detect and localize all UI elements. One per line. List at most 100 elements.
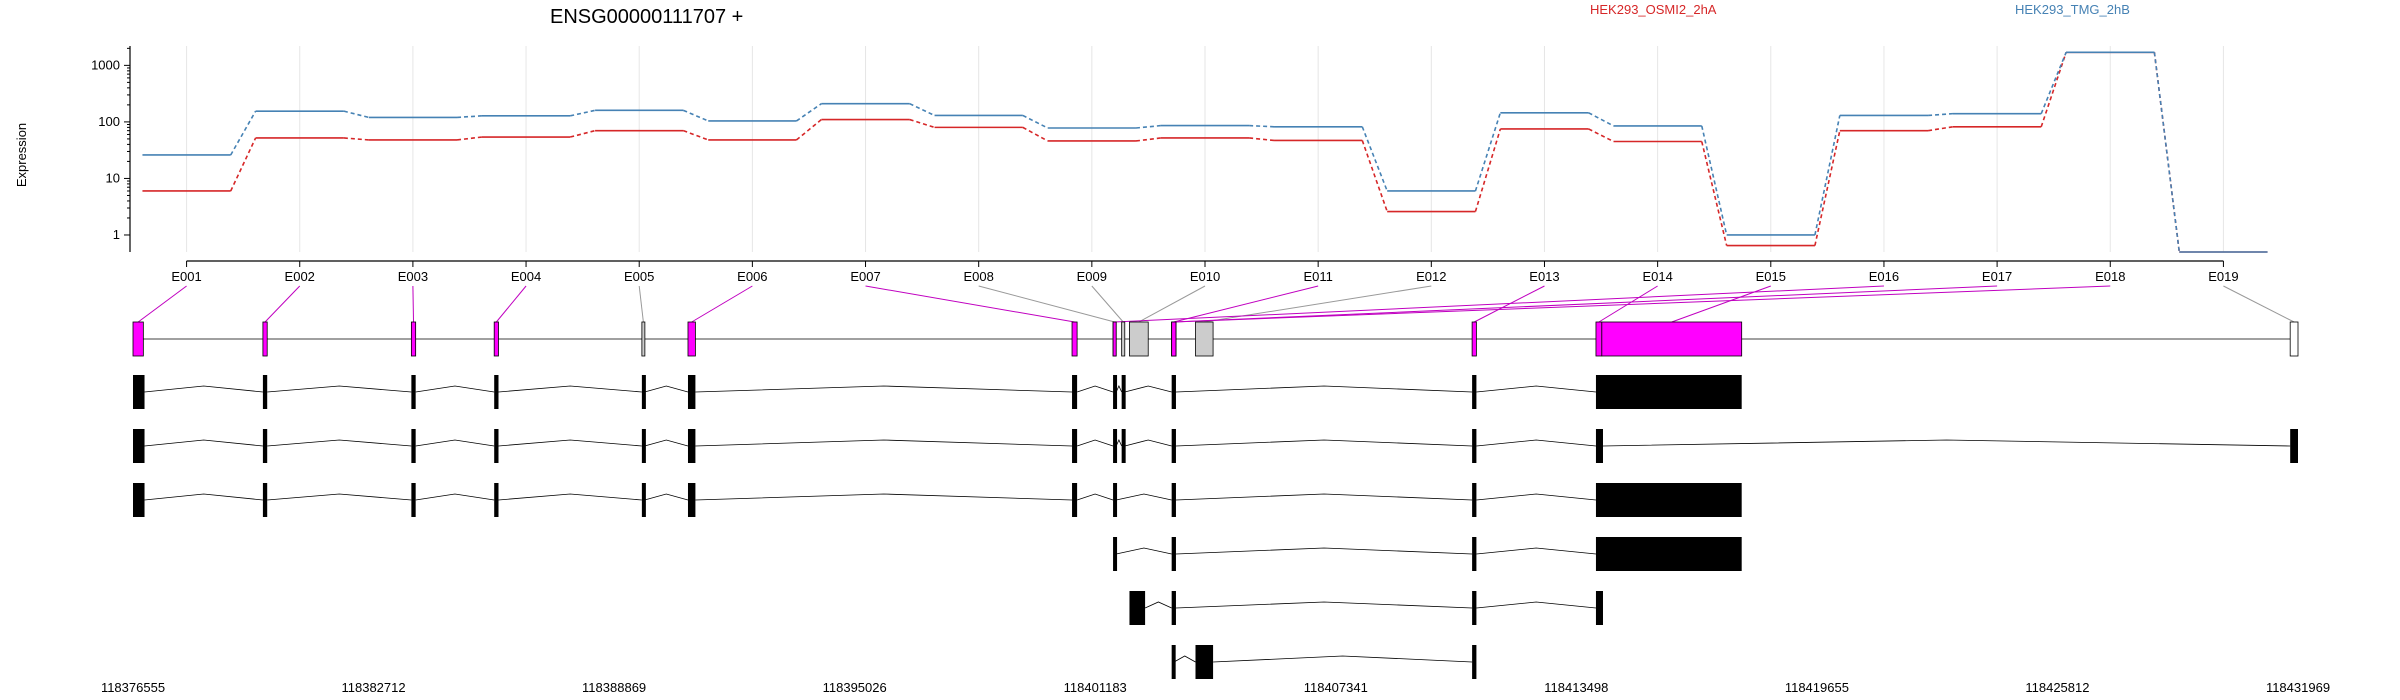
exon-bin-e009 xyxy=(1121,321,1126,357)
exon-bin-e014 xyxy=(1595,321,1603,357)
coordinate-label: 118388869 xyxy=(582,680,646,695)
transcript-2 xyxy=(133,429,2298,463)
series-connector xyxy=(796,103,822,122)
series-connector xyxy=(1928,112,1954,117)
series-connector xyxy=(343,137,369,141)
transcript-exon xyxy=(1171,591,1176,625)
transcript-exon xyxy=(1472,645,1477,679)
intron xyxy=(1476,547,1596,555)
legend-series-2: HEK293_TMG_2hB xyxy=(2015,2,2130,17)
grid-lines xyxy=(186,46,2224,252)
coordinate-label: 118395026 xyxy=(823,680,887,695)
exon-connector xyxy=(1091,285,1124,323)
series-connector xyxy=(1700,125,1728,236)
y-axis-label: Expression xyxy=(14,123,29,187)
intron xyxy=(1076,385,1114,393)
intron xyxy=(267,439,412,447)
series-connector xyxy=(1474,128,1502,212)
exon-connector xyxy=(691,285,753,323)
intron xyxy=(1175,439,1473,447)
transcript-exon xyxy=(133,429,145,463)
transcript-exon xyxy=(1595,375,1742,409)
transcript-exon xyxy=(1472,429,1477,463)
exon-connector xyxy=(1173,285,1998,323)
series-connector xyxy=(456,136,483,141)
transcript-exon xyxy=(641,375,646,409)
exon-connector xyxy=(1114,285,1884,323)
coordinate-label: 118413498 xyxy=(1544,680,1608,695)
exon-label: E010 xyxy=(1190,269,1220,284)
exon-label: E018 xyxy=(2095,269,2125,284)
series-connector xyxy=(1588,128,1614,143)
exon-bin-e010 xyxy=(1129,321,1149,357)
y-tick-label: 1 xyxy=(113,227,120,242)
transcript-exon xyxy=(494,483,499,517)
coordinate-label: 118401183 xyxy=(1064,680,1127,695)
transcript-exon xyxy=(1129,591,1146,625)
series-connector xyxy=(229,137,257,192)
series-connector xyxy=(1135,124,1161,129)
exon-bin-e015 xyxy=(1601,321,1743,357)
transcript-exon xyxy=(1072,375,1078,409)
series-connector xyxy=(1249,124,1275,128)
exon-label: E008 xyxy=(963,269,993,284)
exon-label: E015 xyxy=(1756,269,1786,284)
transcript-exon xyxy=(1113,483,1118,517)
intron xyxy=(144,439,263,447)
exon-bin-e001 xyxy=(132,321,144,357)
transcript-exon xyxy=(1595,483,1742,517)
transcript-6 xyxy=(1171,645,1477,679)
exon-connector xyxy=(865,285,1075,323)
intron xyxy=(695,439,1073,447)
exon-label: E014 xyxy=(1642,269,1672,284)
transcript-exon xyxy=(1472,537,1477,571)
transcript-exon xyxy=(641,429,646,463)
transcript-1 xyxy=(133,375,1742,409)
exon-bin-e012 xyxy=(1195,321,1214,357)
series-connector xyxy=(1474,112,1502,192)
intron xyxy=(1116,547,1172,555)
series-connector xyxy=(1927,125,1954,132)
exon-connector xyxy=(1173,285,2111,323)
series-connector xyxy=(1588,112,1614,127)
series-connector xyxy=(2040,52,2067,128)
exon-label: E017 xyxy=(1982,269,2012,284)
exon-label: E002 xyxy=(285,269,315,284)
exon-connector xyxy=(638,285,644,323)
exon-label: E011 xyxy=(1303,269,1332,284)
exon-label: E004 xyxy=(511,269,541,284)
transcript-exon xyxy=(1595,591,1603,625)
transcript-exon xyxy=(1113,537,1118,571)
exon-label: E012 xyxy=(1416,269,1446,284)
transcript-exon xyxy=(1472,591,1477,625)
series-connector xyxy=(1361,140,1388,212)
intron xyxy=(267,385,412,393)
exon-bin-e003 xyxy=(410,321,417,357)
y-tick-label: 1000 xyxy=(91,57,120,72)
transcript-exon xyxy=(411,375,416,409)
transcript-exon xyxy=(687,429,696,463)
transcript-exon xyxy=(1113,429,1118,463)
exon-label: E016 xyxy=(1869,269,1899,284)
transcript-exon xyxy=(1072,483,1078,517)
transcript-exon xyxy=(1171,645,1176,679)
genomic-coordinate-axis: 118376555 118382712 118388869 118395026 1184… xyxy=(101,680,2330,695)
coordinate-label: 118419655 xyxy=(1785,680,1849,695)
series-connector xyxy=(343,110,369,119)
exon-connector xyxy=(264,285,301,323)
series-connector xyxy=(1814,130,1841,246)
transcript-exon xyxy=(1171,375,1176,409)
chart-title: ENSG00000111707 + xyxy=(550,6,743,28)
intron xyxy=(498,439,642,447)
exon-label: E019 xyxy=(2208,269,2238,284)
series-connector xyxy=(1249,137,1275,142)
exon-bin-e005 xyxy=(641,321,646,357)
coordinate-label: 118376555 xyxy=(101,680,165,695)
x-axis: E001 E002 E003 E004 E005 E006 E007 E008 E009 E010… xyxy=(171,260,2239,284)
intron xyxy=(1476,493,1596,501)
intron xyxy=(1124,385,1172,393)
intron xyxy=(1076,439,1114,447)
transcript-exon xyxy=(494,429,499,463)
intron xyxy=(1213,655,1473,663)
